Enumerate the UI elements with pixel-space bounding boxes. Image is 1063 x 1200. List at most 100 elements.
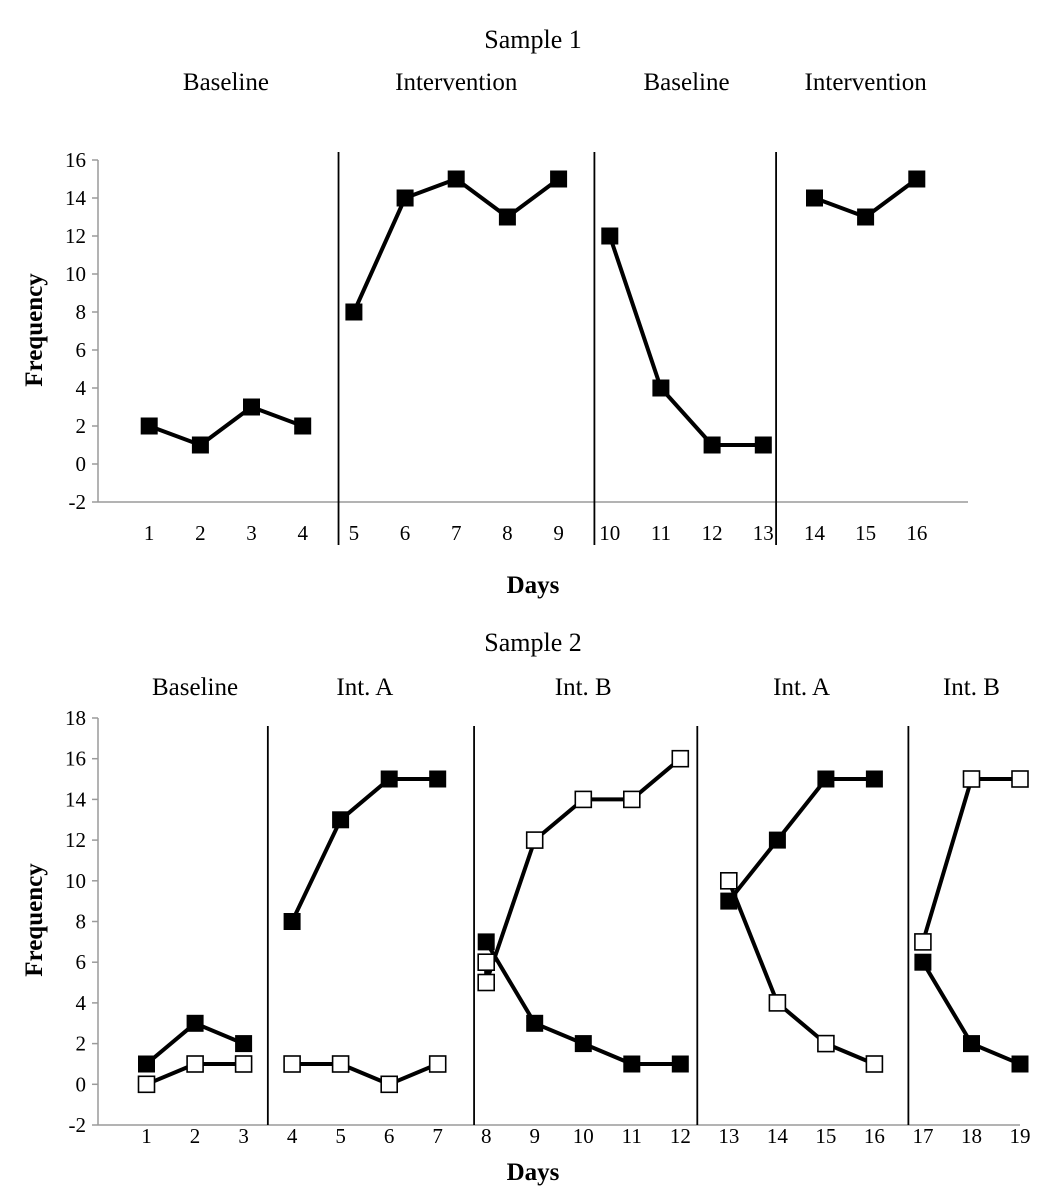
x-tick-label: 11 [651, 521, 671, 545]
y-tick-label: 14 [65, 186, 87, 210]
filled-square-marker [857, 208, 875, 226]
open-square-marker [1011, 770, 1029, 788]
filled-square-marker [601, 227, 619, 245]
open-square-marker [865, 1055, 884, 1073]
filled-square-marker [243, 398, 260, 416]
filled-square-marker [140, 417, 158, 435]
x-tick-label: 5 [335, 1124, 346, 1148]
y-tick-label: 6 [76, 338, 87, 362]
open-square-marker [914, 933, 932, 951]
x-tick-label: 2 [190, 1124, 201, 1148]
open-square-marker [719, 871, 738, 890]
phase-label: Intervention [805, 69, 928, 96]
x-tick-label: 3 [246, 521, 257, 545]
series-group [137, 749, 1029, 1094]
x-tick-label: 19 [1010, 1124, 1031, 1148]
y-tick-label: 8 [76, 300, 87, 324]
open-square-marker [186, 1055, 204, 1073]
open-square-marker [428, 1055, 447, 1073]
x-tick-label: 16 [864, 1124, 885, 1148]
x-axis-title: Days [507, 1159, 560, 1186]
phase-label: Int. B [943, 674, 1000, 701]
series-filled-line [607, 235, 764, 447]
y-tick-label: 12 [65, 828, 86, 852]
series-group [140, 170, 926, 454]
open-square-marker [477, 973, 496, 992]
x-tick-label: 4 [297, 521, 308, 545]
x-tick-label: 4 [287, 1124, 298, 1148]
filled-square-marker [477, 933, 495, 951]
phase-dividers [337, 152, 777, 545]
phase-dividers [266, 726, 910, 1125]
filled-square-marker [1011, 1055, 1029, 1073]
y-axis-title: Frequency [21, 863, 48, 977]
filled-square-marker [754, 436, 772, 454]
y-tick-label: 4 [76, 376, 87, 400]
chart-title: Sample 1 [484, 25, 582, 54]
series-filled-line [148, 405, 304, 447]
y-tick-label: 4 [76, 991, 87, 1015]
filled-square-marker [526, 1014, 544, 1032]
y-tick-label: 6 [76, 950, 87, 974]
series-filled-line [290, 777, 438, 923]
open-square-marker [671, 749, 690, 768]
filled-square-marker [817, 770, 835, 788]
x-tick-label: 6 [384, 1124, 395, 1148]
x-tick-label: 13 [753, 521, 774, 545]
y-tick-label: 0 [76, 1072, 87, 1096]
x-tick-label: 2 [195, 521, 206, 545]
x-tick-label: 12 [670, 1124, 691, 1148]
x-tick-label: 14 [767, 1124, 789, 1148]
x-tick-label: 7 [451, 521, 462, 545]
open-square-marker [622, 790, 641, 809]
filled-square-marker [191, 436, 209, 454]
filled-square-marker [396, 189, 414, 207]
phase-label: Baseline [152, 674, 238, 701]
phase-label: Int. A [773, 674, 830, 701]
filled-square-marker [623, 1055, 641, 1073]
y-tick-label: 18 [65, 706, 86, 730]
phase-labels: Baseline Intervention Baseline Intervention [183, 69, 927, 96]
y-tick-label: 0 [76, 452, 87, 476]
filled-square-marker [498, 208, 516, 226]
filled-square-marker [908, 170, 926, 188]
filled-square-marker [963, 1035, 980, 1053]
x-tick-label: 8 [481, 1124, 492, 1148]
open-square-marker [768, 994, 787, 1012]
filled-square-marker [806, 189, 823, 207]
filled-square-marker [235, 1035, 253, 1053]
chart-sample-2: Sample 2 Baseline Int. A Int. B Int. A Int. … [21, 628, 1031, 1186]
series-open-line [292, 1062, 439, 1087]
open-square-marker [574, 790, 593, 809]
chart-sample-1: Sample 1 Baseline Intervention Baseline Int… [21, 25, 968, 599]
y-tick-label: 10 [65, 262, 86, 286]
open-square-marker [331, 1055, 350, 1073]
y-tick-label: 16 [65, 148, 86, 172]
filled-square-marker [186, 1014, 204, 1032]
filled-square-marker [768, 831, 786, 849]
open-square-marker [477, 953, 496, 972]
phase-label: Int. B [555, 674, 612, 701]
y-tick-label: 12 [65, 224, 86, 248]
x-tick-label: 13 [718, 1124, 739, 1148]
y-axis-title: Frequency [21, 273, 48, 387]
y-tick-label: 14 [65, 787, 87, 811]
filled-square-marker [652, 379, 670, 397]
filled-square-marker [345, 303, 363, 321]
x-tick-label: 15 [815, 1124, 836, 1148]
open-square-marker [525, 831, 544, 849]
series-filled-line [727, 777, 875, 903]
y-tick-label: -2 [69, 1113, 87, 1137]
filled-square-marker [429, 770, 447, 788]
phase-label: Baseline [183, 69, 269, 96]
open-square-marker [817, 1034, 835, 1053]
x-tick-label: 7 [432, 1124, 443, 1148]
open-square-marker [283, 1055, 301, 1073]
x-tick-label: 5 [349, 521, 360, 545]
x-tick-label: 10 [573, 1124, 594, 1148]
series-filled-line [352, 177, 560, 313]
phase-label: Intervention [395, 69, 518, 96]
